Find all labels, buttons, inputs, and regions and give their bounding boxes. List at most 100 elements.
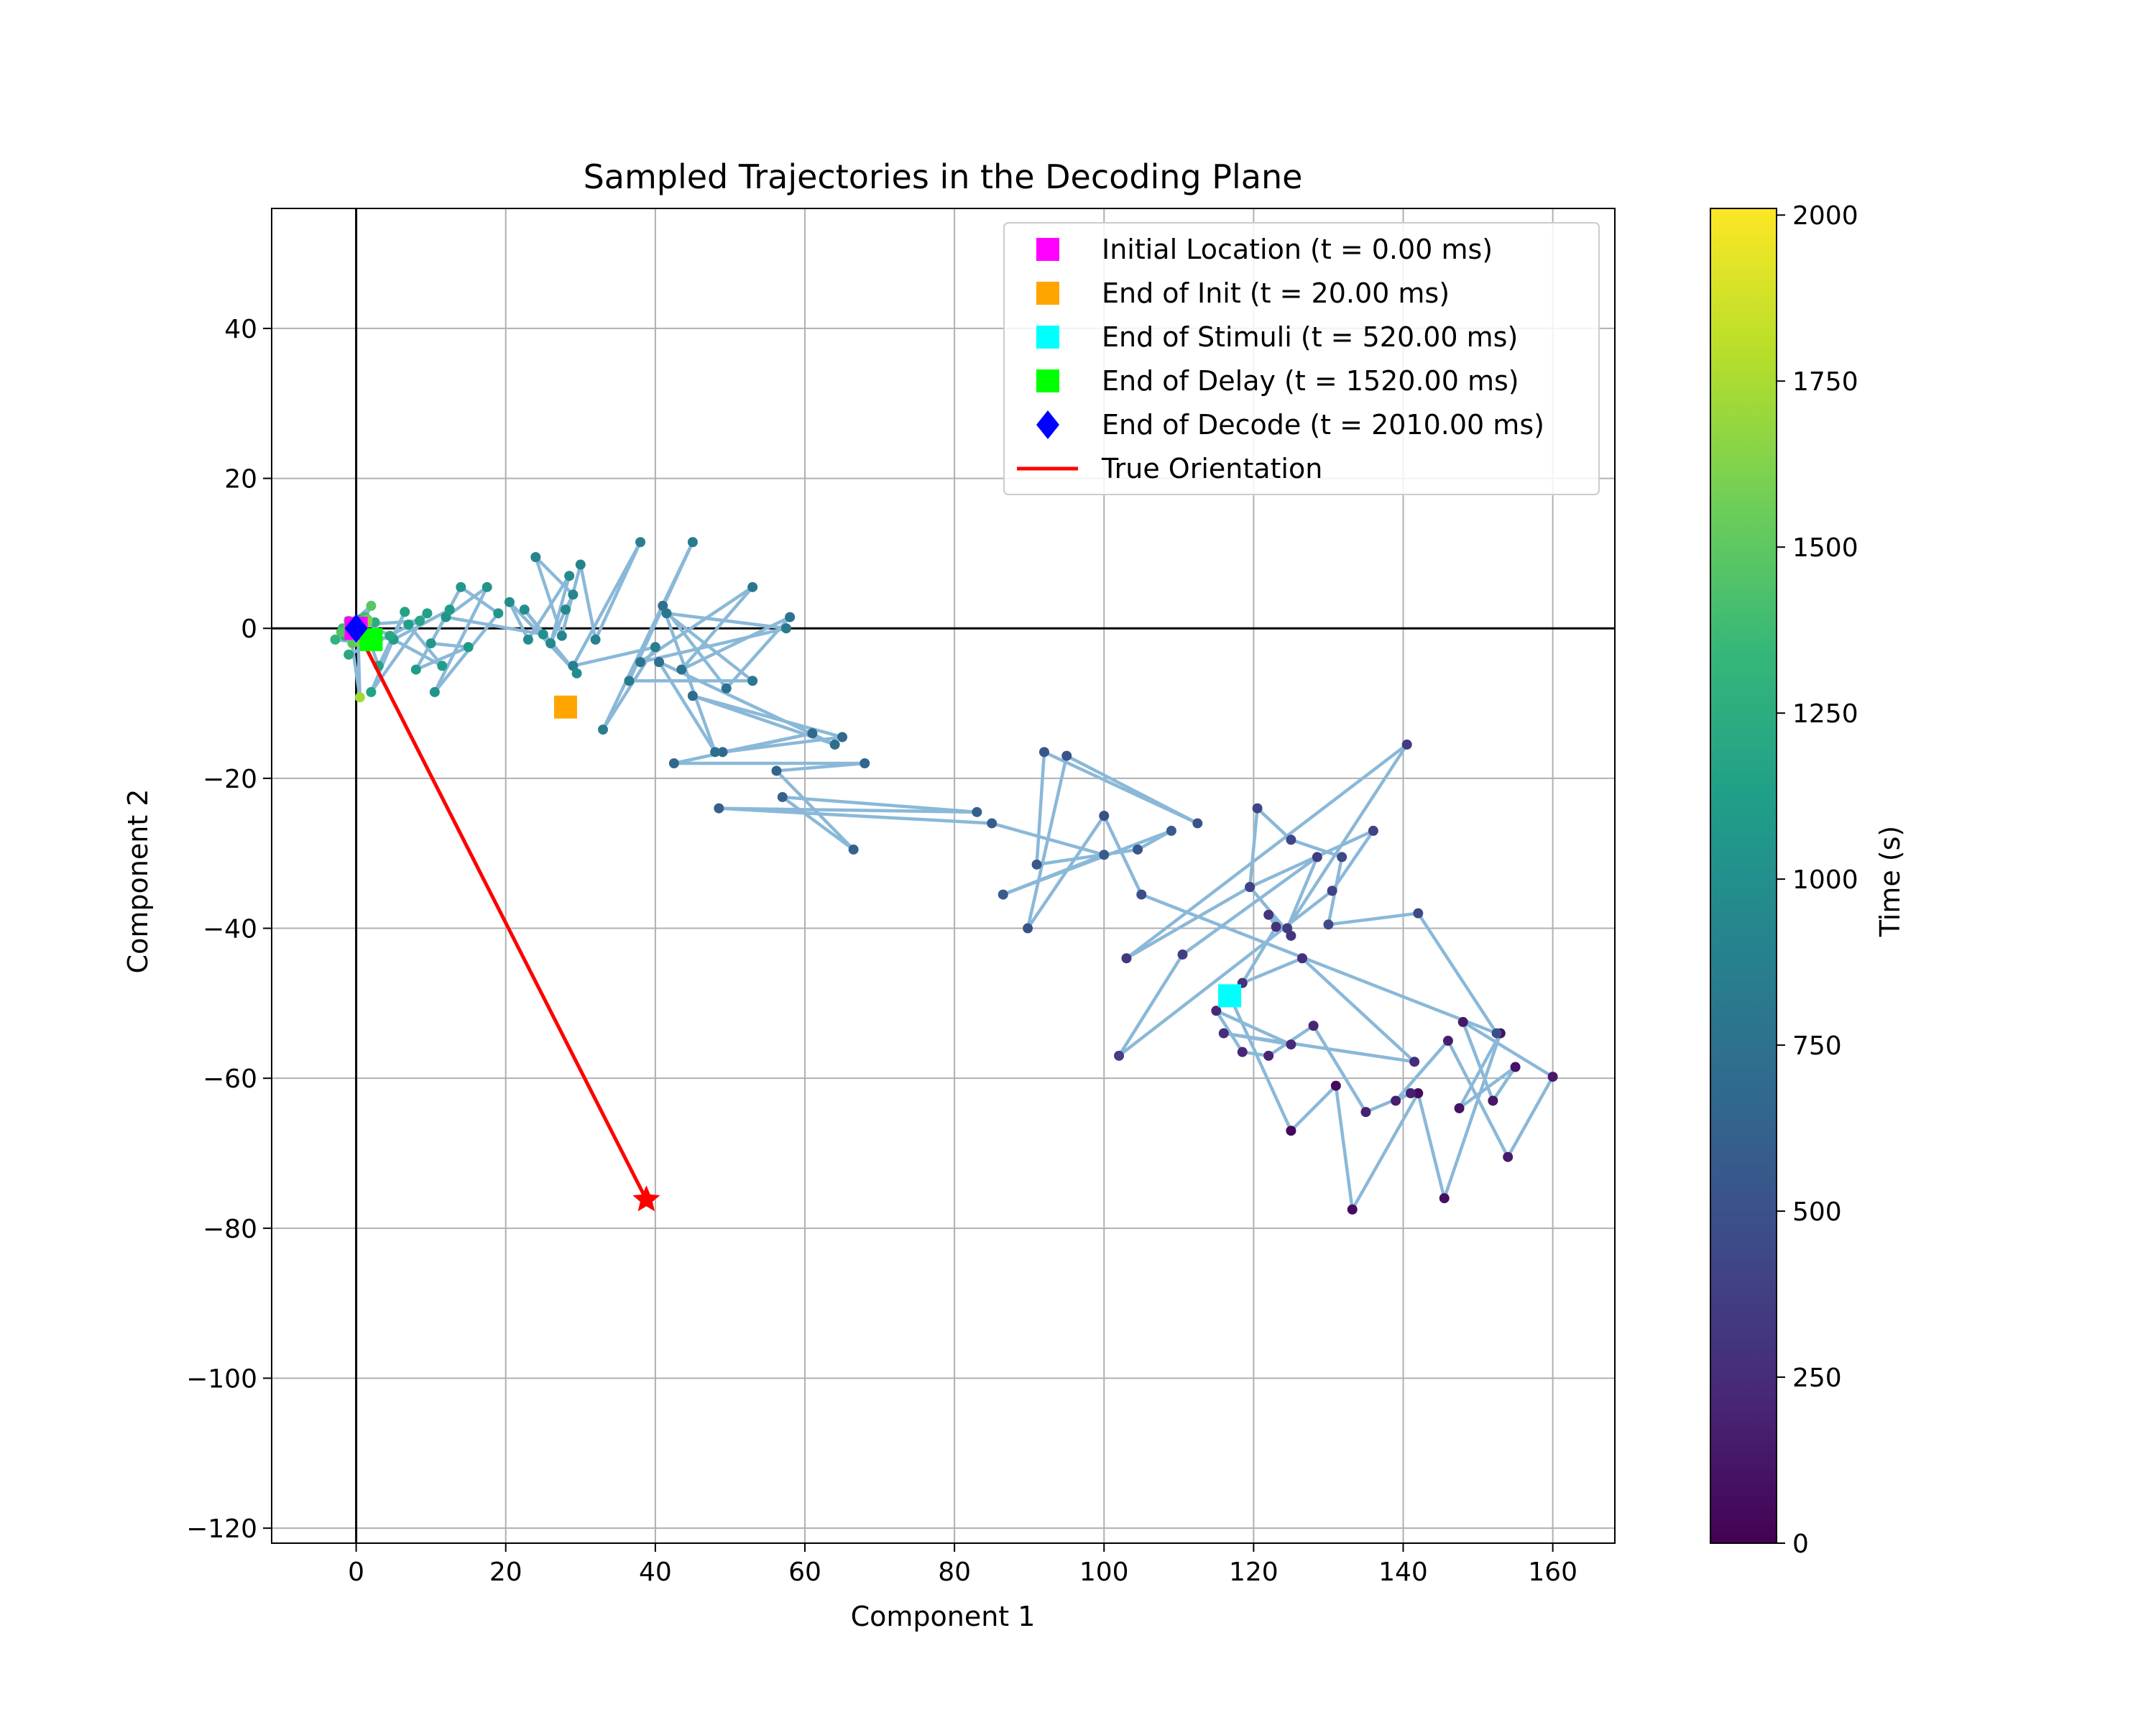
plot-frame <box>271 208 1616 1544</box>
trajectory-point <box>635 537 646 548</box>
y-tick-label: −60 <box>203 1064 257 1094</box>
trajectory-point <box>415 615 425 626</box>
colorbar-tick-label: 1250 <box>1792 699 1858 729</box>
x-tick-label: 160 <box>1528 1558 1577 1587</box>
trajectory-segment <box>1215 1009 1292 1046</box>
trajectory-point <box>429 686 440 697</box>
trajectory-segment <box>548 575 571 644</box>
trajectory-segment <box>446 615 544 636</box>
trajectory-segment <box>665 612 754 683</box>
trajectory-point <box>1327 886 1337 896</box>
trajectory-segment <box>1365 1091 1411 1114</box>
trajectory-point <box>403 620 414 630</box>
y-tick-label: 20 <box>224 465 257 494</box>
trajectory-segment <box>1035 752 1046 865</box>
legend-marker-square <box>1036 238 1059 261</box>
trajectory-segment <box>601 541 694 731</box>
colorbar-tick-label: 1000 <box>1792 865 1858 895</box>
trajectory-point <box>721 683 732 694</box>
trajectory-point <box>545 638 556 649</box>
colorbar-ramp <box>1710 208 1777 1544</box>
trajectory-point <box>1061 750 1072 761</box>
trajectory-point <box>336 627 346 638</box>
trajectory-segment <box>415 645 469 671</box>
trajectory-point <box>1491 1028 1502 1039</box>
trajectory-segment <box>1248 808 1259 888</box>
trajectory-point <box>1401 739 1412 750</box>
trajectory-point <box>972 806 982 817</box>
trajectory-point <box>344 649 354 660</box>
trajectory-point <box>1099 811 1110 822</box>
trajectory-point <box>1510 1062 1521 1072</box>
trajectory-segment <box>1181 855 1319 956</box>
trajectory-point <box>366 600 377 611</box>
trajectory-point <box>556 630 567 641</box>
trajectory-segment <box>1312 1024 1368 1113</box>
trajectory-point <box>1263 909 1274 920</box>
trajectory-point <box>1211 1006 1222 1016</box>
trajectory-segment <box>782 795 977 814</box>
trajectory-segment <box>1491 1066 1517 1102</box>
trajectory-point <box>441 612 451 622</box>
trajectory-segment <box>1286 743 1409 929</box>
trajectory-segment <box>719 806 977 814</box>
trajectory-segment <box>1036 847 1138 867</box>
trajectory-point <box>714 803 724 814</box>
trajectory-point <box>598 724 609 735</box>
y-axis-ticks: −120 −100 −80 −60 −40 −20 0 20 40 <box>186 315 272 1544</box>
trajectory-segment <box>1240 926 1278 984</box>
trajectory-point <box>1488 1095 1498 1106</box>
trajectory-segment <box>1102 815 1143 896</box>
trajectory-segment <box>1044 750 1199 825</box>
trajectory-point <box>676 664 687 675</box>
trajectory-segment <box>1328 911 1419 926</box>
trajectory-point <box>1312 852 1322 862</box>
trajectory-point <box>366 686 377 697</box>
trajectory-point <box>1503 1151 1514 1162</box>
trajectory-point <box>668 758 679 769</box>
trajectory-segment <box>1330 829 1375 892</box>
trajectory-segment <box>392 638 443 668</box>
trajectory-point <box>1413 908 1424 919</box>
trajectory-point <box>1177 949 1188 960</box>
legend-label: End of Decode (t = 2010.00 ms) <box>1102 409 1544 441</box>
trajectory-point <box>1360 1107 1371 1118</box>
trajectory-point <box>650 642 660 653</box>
trajectory-segment <box>1462 1021 1554 1079</box>
legend-label: True Orientation <box>1101 453 1322 484</box>
event-marker-square <box>1218 984 1242 1008</box>
trajectory-point <box>560 604 571 615</box>
x-tick-label: 40 <box>639 1558 672 1587</box>
colorbar-tick-label: 0 <box>1792 1530 1809 1559</box>
trajectory-point <box>1114 1050 1125 1061</box>
trajectory-point <box>1347 1204 1358 1215</box>
trajectory-point <box>1192 818 1203 829</box>
y-tick-label: −120 <box>186 1514 257 1544</box>
legend-box <box>1003 222 1600 495</box>
trajectory-point <box>717 747 728 758</box>
trajectory-point <box>1286 930 1296 941</box>
trajectory-segment <box>1215 1010 1244 1053</box>
trajectory-point <box>1405 1088 1416 1099</box>
trajectory-segment <box>602 646 657 731</box>
trajectory-point <box>661 608 672 619</box>
colorbar-tick-label: 250 <box>1792 1363 1842 1393</box>
trajectory-point <box>987 818 998 829</box>
y-tick-label: −80 <box>203 1215 257 1244</box>
x-tick-label: 140 <box>1378 1558 1428 1587</box>
trajectory-point <box>571 668 582 678</box>
legend-label: Initial Location (t = 0.00 ms) <box>1102 234 1493 265</box>
trajectory-point <box>1323 919 1334 930</box>
trajectory-point <box>1413 1088 1424 1099</box>
trajectory-point <box>538 629 548 640</box>
trajectory-segment <box>775 769 855 851</box>
trajectory-point <box>568 589 579 600</box>
trajectory-point <box>1133 844 1143 855</box>
trajectory-point <box>530 552 541 563</box>
trajectory-point <box>1031 859 1042 870</box>
chart-title: Sampled Trajectories in the Decoding Pla… <box>584 157 1303 196</box>
trajectory-segment <box>666 612 787 630</box>
trajectory-point <box>564 571 575 581</box>
trajectory-point <box>1271 921 1281 932</box>
